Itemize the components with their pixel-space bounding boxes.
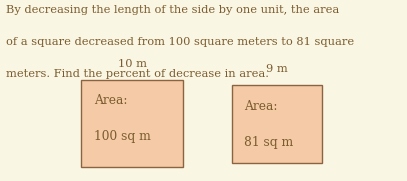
Text: Area:: Area: xyxy=(244,100,278,113)
Text: 10 m: 10 m xyxy=(118,59,147,69)
Text: 100 sq m: 100 sq m xyxy=(94,130,151,143)
Text: 81 sq m: 81 sq m xyxy=(244,136,293,149)
Bar xyxy=(232,85,322,163)
Text: 9 m: 9 m xyxy=(266,64,288,74)
Text: of a square decreased from 100 square meters to 81 square: of a square decreased from 100 square me… xyxy=(6,37,354,47)
Text: Area:: Area: xyxy=(94,94,127,107)
Bar xyxy=(81,80,183,167)
Text: meters. Find the percent of decrease in area.: meters. Find the percent of decrease in … xyxy=(6,69,269,79)
Text: By decreasing the length of the side by one unit, the area: By decreasing the length of the side by … xyxy=(6,5,339,15)
